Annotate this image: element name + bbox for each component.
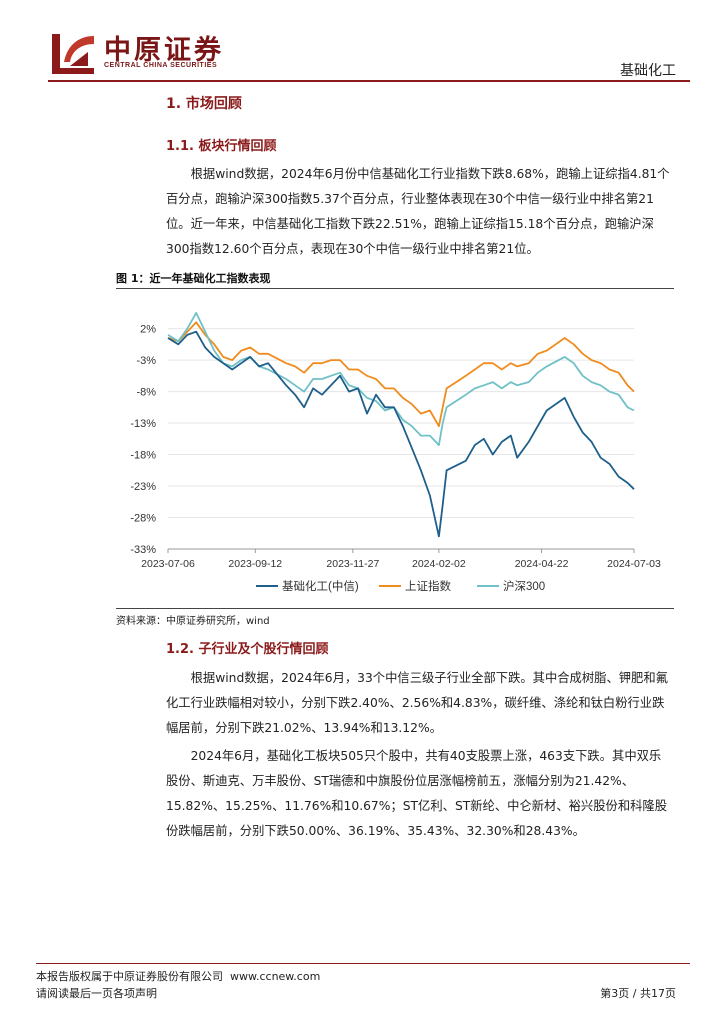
footer-disclaimer: 请阅读最后一页各项声明 [36,987,157,1000]
figure-title: 图 1：近一年基础化工指数表现 [116,272,271,285]
y-tick-label: -28% [130,513,156,525]
y-tick-label: -18% [130,450,156,462]
website-link[interactable]: www.ccnew.com [230,970,321,983]
x-tick-label: 2023-09-12 [228,558,282,570]
y-tick-label: -8% [136,387,156,399]
series-line-2 [167,311,635,447]
copyright-text: 本报告版权属于中原证券股份有限公司 [36,970,223,983]
footer-divider [36,963,690,964]
paragraph-text: 2024年6月，基础化工板块505只个股中，共有40支股票上涨，463支下跌。其… [166,749,668,838]
legend-label: 上证指数 [405,579,451,593]
paragraph-board-review: 根据wind数据，2024年6月份中信基础化工行业指数下跌8.68%，跑输上证综… [166,162,672,262]
y-tick-label: 2% [140,324,156,336]
page-number: 第3页 / 共17页 [600,987,676,1000]
x-tick-label: 2023-07-06 [141,558,195,570]
paragraph-subindustry: 根据wind数据，2024年6月，33个中信三级子行业全部下跌。其中合成树脂、钾… [166,666,672,741]
y-tick-label: -33% [130,544,156,556]
paragraph-text: 根据wind数据，2024年6月，33个中信三级子行业全部下跌。其中合成树脂、钾… [166,671,668,735]
company-logo-mark [48,32,98,76]
y-tick-label: -23% [130,481,156,493]
figure-bottom-rule [116,608,674,609]
x-tick-label: 2023-11-27 [326,558,379,570]
report-category: 基础化工 [620,63,676,79]
y-tick-label: -3% [136,355,156,367]
section-heading-1-1: 1.1. 板块行情回顾 [166,139,277,154]
legend-label: 基础化工(中信) [282,579,359,593]
section-heading-1-2: 1.2. 子行业及个股行情回顾 [166,642,329,657]
x-tick-label: 2024-02-02 [412,558,466,570]
series-line-0 [167,330,635,538]
footer-copyright: 本报告版权属于中原证券股份有限公司 www.ccnew.com [36,968,320,984]
figure-source: 资料来源：中原证券研究所，wind [116,616,270,627]
paragraph-text: 根据wind数据，2024年6月份中信基础化工行业指数下跌8.68%，跑输上证综… [166,167,670,256]
header-divider [48,80,690,82]
figure-top-rule [116,288,674,289]
x-tick-label: 2024-07-03 [607,558,661,570]
section-heading-1: 1. 市场回顾 [166,96,242,112]
index-performance-chart: 2% -3% -8% -13% -18% -23% -28% -33% 2023-07-06 2… [130,311,661,593]
series-line-1 [167,321,635,428]
legend-label: 沪深300 [503,579,545,593]
company-logo-en: CENTRAL CHINA SECURITIES [104,62,218,69]
y-tick-label: -13% [130,418,156,430]
company-logo-cn: 中原证券 [104,35,224,66]
x-tick-label: 2024-04-22 [515,558,569,570]
paragraph-stocks: 2024年6月，基础化工板块505只个股中，共有40支股票上涨，463支下跌。其… [166,744,672,844]
